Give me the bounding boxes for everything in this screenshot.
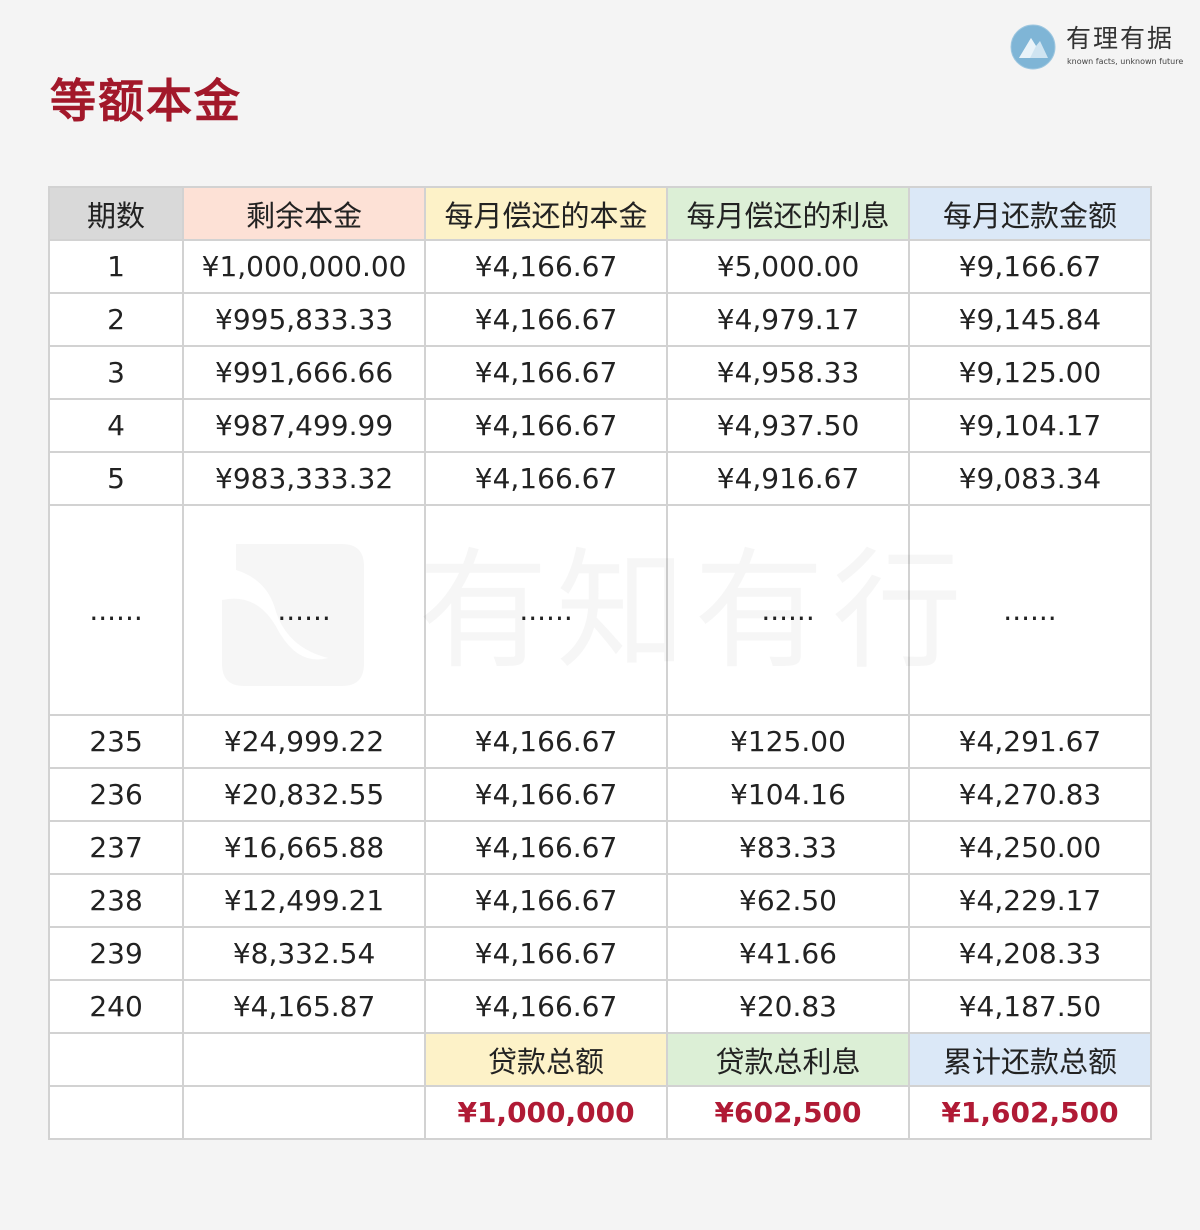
cell-interest: ¥5,000.00 <box>666 239 910 294</box>
cell-principal: ¥4,166.67 <box>424 767 669 822</box>
brand-name: 有理有据 <box>1066 24 1175 53</box>
cell-principal: ¥4,166.67 <box>424 926 669 981</box>
brand-slogan: known facts, unknown future <box>1067 57 1184 66</box>
cell-balance: ¥991,666.66 <box>182 345 427 400</box>
empty-cell <box>47 1032 185 1087</box>
empty-cell <box>182 1032 427 1087</box>
ellipsis-cell: ...... <box>182 504 427 716</box>
cell-period: 235 <box>47 714 185 769</box>
cell-payment: ¥9,104.17 <box>908 398 1152 453</box>
cell-period: 236 <box>47 767 185 822</box>
cell-principal: ¥4,166.67 <box>424 451 669 506</box>
amortization-table-container: 期数 剩余本金 每月偿还的本金 每月偿还的利息 每月还款金额 1 ¥1,000,000.00… <box>47 186 1152 1140</box>
brand-logo-icon <box>1010 24 1056 70</box>
cell-period: 3 <box>47 345 185 400</box>
cell-payment: ¥4,291.67 <box>908 714 1152 769</box>
cell-interest: ¥41.66 <box>666 926 910 981</box>
table-row: 1 ¥1,000,000.00 ¥4,166.67 ¥5,000.00 ¥9,166.6… <box>47 239 1152 294</box>
summary-label-total-interest: 贷款总利息 <box>666 1032 910 1087</box>
ellipsis-cell: ...... <box>424 504 669 716</box>
table-row: 236 ¥20,832.55 ¥4,166.67 ¥104.16 ¥4,270.83 <box>47 767 1152 822</box>
cell-principal: ¥4,166.67 <box>424 239 669 294</box>
cell-balance: ¥16,665.88 <box>182 820 427 875</box>
cell-period: 238 <box>47 873 185 928</box>
cell-period: 4 <box>47 398 185 453</box>
cell-payment: ¥9,083.34 <box>908 451 1152 506</box>
cell-period: 1 <box>47 239 185 294</box>
cell-balance: ¥4,165.87 <box>182 979 427 1034</box>
amortization-table: 期数 剩余本金 每月偿还的本金 每月偿还的利息 每月还款金额 1 ¥1,000,000.00… <box>47 186 1152 1140</box>
header-principal: 每月偿还的本金 <box>424 186 669 241</box>
cell-payment: ¥9,145.84 <box>908 292 1152 347</box>
cell-principal: ¥4,166.67 <box>424 714 669 769</box>
ellipsis-cell: ...... <box>908 504 1152 716</box>
page-title: 等额本金 <box>50 74 242 128</box>
summary-value-total-interest: ¥602,500 <box>666 1085 910 1140</box>
table-row: 5 ¥983,333.32 ¥4,166.67 ¥4,916.67 ¥9,083.34 <box>47 451 1152 506</box>
cell-principal: ¥4,166.67 <box>424 398 669 453</box>
summary-label-total-repayment: 累计还款总额 <box>908 1032 1152 1087</box>
cell-payment: ¥4,187.50 <box>908 979 1152 1034</box>
cell-balance: ¥8,332.54 <box>182 926 427 981</box>
summary-label-row: 贷款总额 贷款总利息 累计还款总额 <box>47 1032 1152 1087</box>
summary-value-row: ¥1,000,000 ¥602,500 ¥1,602,500 <box>47 1085 1152 1140</box>
cell-balance: ¥987,499.99 <box>182 398 427 453</box>
cell-payment: ¥4,208.33 <box>908 926 1152 981</box>
table-row: 3 ¥991,666.66 ¥4,166.67 ¥4,958.33 ¥9,125.00 <box>47 345 1152 400</box>
table-row: 240 ¥4,165.87 ¥4,166.67 ¥20.83 ¥4,187.50 <box>47 979 1152 1034</box>
brand: 有理有据 known facts, unknown future <box>1010 22 1185 72</box>
cell-period: 5 <box>47 451 185 506</box>
table-row: 235 ¥24,999.22 ¥4,166.67 ¥125.00 ¥4,291.67 <box>47 714 1152 769</box>
header-interest: 每月偿还的利息 <box>666 186 910 241</box>
cell-period: 240 <box>47 979 185 1034</box>
empty-cell <box>47 1085 185 1140</box>
cell-payment: ¥9,166.67 <box>908 239 1152 294</box>
summary-label-total-loan: 贷款总额 <box>424 1032 669 1087</box>
cell-payment: ¥4,229.17 <box>908 873 1152 928</box>
ellipsis-cell: ...... <box>666 504 910 716</box>
cell-balance: ¥995,833.33 <box>182 292 427 347</box>
cell-interest: ¥125.00 <box>666 714 910 769</box>
header-balance: 剩余本金 <box>182 186 427 241</box>
summary-value-total-loan: ¥1,000,000 <box>424 1085 669 1140</box>
ellipsis-cell: ...... <box>47 504 185 716</box>
cell-principal: ¥4,166.67 <box>424 292 669 347</box>
cell-period: 239 <box>47 926 185 981</box>
cell-principal: ¥4,166.67 <box>424 979 669 1034</box>
empty-cell <box>182 1085 427 1140</box>
table-row: 2 ¥995,833.33 ¥4,166.67 ¥4,979.17 ¥9,145.84 <box>47 292 1152 347</box>
cell-interest: ¥62.50 <box>666 873 910 928</box>
header-payment: 每月还款金额 <box>908 186 1152 241</box>
cell-payment: ¥4,270.83 <box>908 767 1152 822</box>
cell-interest: ¥4,937.50 <box>666 398 910 453</box>
cell-period: 2 <box>47 292 185 347</box>
cell-interest: ¥4,979.17 <box>666 292 910 347</box>
cell-period: 237 <box>47 820 185 875</box>
cell-balance: ¥983,333.32 <box>182 451 427 506</box>
cell-principal: ¥4,166.67 <box>424 820 669 875</box>
cell-principal: ¥4,166.67 <box>424 873 669 928</box>
table-row: 239 ¥8,332.54 ¥4,166.67 ¥41.66 ¥4,208.33 <box>47 926 1152 981</box>
cell-interest: ¥83.33 <box>666 820 910 875</box>
cell-interest: ¥104.16 <box>666 767 910 822</box>
cell-interest: ¥4,916.67 <box>666 451 910 506</box>
cell-interest: ¥4,958.33 <box>666 345 910 400</box>
table-header-row: 期数 剩余本金 每月偿还的本金 每月偿还的利息 每月还款金额 <box>47 186 1152 241</box>
ellipsis-row: .............................. <box>47 504 1152 716</box>
cell-balance: ¥20,832.55 <box>182 767 427 822</box>
cell-principal: ¥4,166.67 <box>424 345 669 400</box>
table-row: 238 ¥12,499.21 ¥4,166.67 ¥62.50 ¥4,229.17 <box>47 873 1152 928</box>
cell-interest: ¥20.83 <box>666 979 910 1034</box>
cell-balance: ¥1,000,000.00 <box>182 239 427 294</box>
cell-payment: ¥4,250.00 <box>908 820 1152 875</box>
header-period: 期数 <box>47 186 185 241</box>
cell-balance: ¥24,999.22 <box>182 714 427 769</box>
cell-balance: ¥12,499.21 <box>182 873 427 928</box>
table-row: 4 ¥987,499.99 ¥4,166.67 ¥4,937.50 ¥9,104.17 <box>47 398 1152 453</box>
table-row: 237 ¥16,665.88 ¥4,166.67 ¥83.33 ¥4,250.00 <box>47 820 1152 875</box>
cell-payment: ¥9,125.00 <box>908 345 1152 400</box>
summary-value-total-repayment: ¥1,602,500 <box>908 1085 1152 1140</box>
